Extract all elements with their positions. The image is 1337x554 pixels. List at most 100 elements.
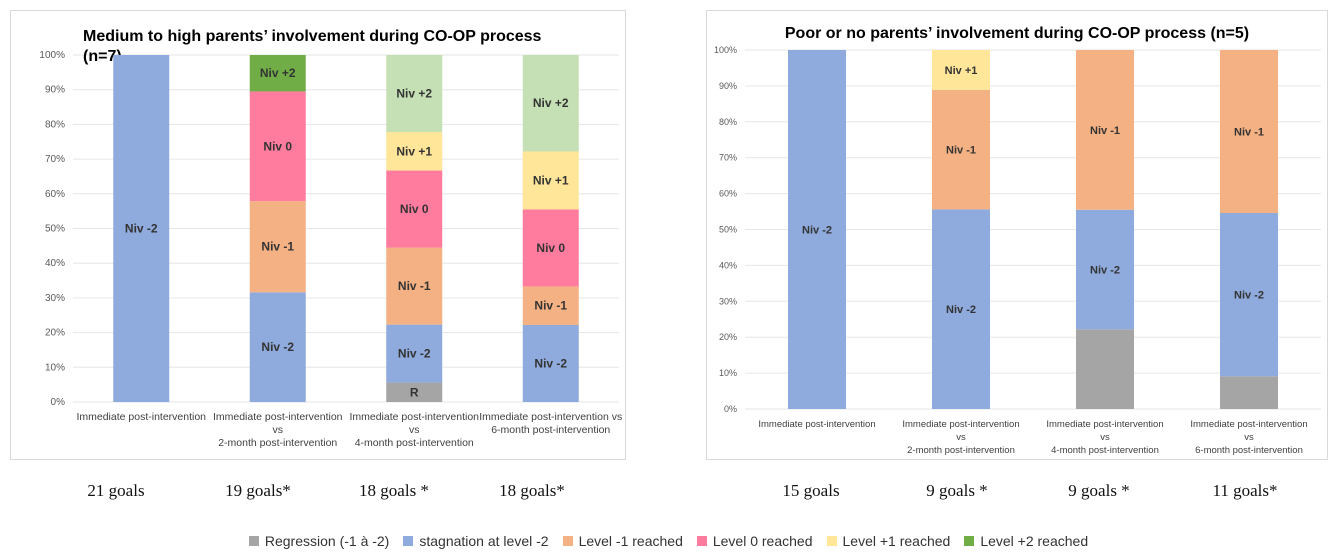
bar-data-label: Niv -2 bbox=[398, 347, 431, 361]
legend-swatch bbox=[826, 536, 837, 546]
legend-item-stagnation: stagnation at level -2 bbox=[403, 533, 549, 549]
bar-segment-level_p1 bbox=[522, 151, 579, 210]
x-tick-label: Immediate post-intervention bbox=[902, 419, 1019, 430]
legend-label: Level +1 reached bbox=[842, 533, 951, 549]
legend-swatch bbox=[403, 536, 414, 546]
chart-panel-medium-high-involvement: 0% 10% 20% 30% 40% 50% 60% 70% 80% 90% 100% Medium … bbox=[10, 10, 626, 460]
y-tick-label: 20% bbox=[45, 328, 65, 339]
legend-swatch bbox=[248, 536, 259, 546]
chart-title: Medium to high parents’ involvement duri… bbox=[83, 28, 542, 45]
x-tick-label: Immediate post-intervention bbox=[349, 411, 479, 423]
bar-segment-stagnation bbox=[788, 50, 846, 409]
goals-count: 19 goals* bbox=[225, 481, 291, 500]
x-tick-label: Immediate post-intervention bbox=[1046, 419, 1163, 430]
x-tick-label: vs bbox=[956, 432, 966, 443]
bar-data-label: Niv -2 bbox=[946, 304, 976, 316]
x-tick-label: 4-month post-intervention bbox=[1051, 445, 1159, 456]
goals-count: 11 goals* bbox=[1212, 481, 1278, 500]
y-tick-label: 70% bbox=[45, 154, 65, 165]
y-tick-label: 30% bbox=[719, 296, 737, 306]
chart-svg-left: 0% 10% 20% 30% 40% 50% 60% 70% 80% 90% 100% Medium … bbox=[39, 28, 622, 449]
y-tick-label: 0% bbox=[51, 397, 66, 408]
bar-segment-level_0 bbox=[386, 170, 443, 248]
bar-data-label: Niv 0 bbox=[536, 241, 565, 255]
bar-data-label: Niv +1 bbox=[945, 65, 978, 77]
x-tick-label: Immediate post-intervention bbox=[758, 419, 875, 430]
legend-item-level_p1: Level +1 reached bbox=[826, 533, 951, 549]
bar-segment-regression bbox=[1076, 329, 1134, 409]
bar-segment-stagnation bbox=[113, 55, 170, 402]
bar-segment-level_m1 bbox=[1220, 50, 1278, 213]
legend-label: Regression (-1 à -2) bbox=[264, 533, 390, 549]
y-tick-label: 100% bbox=[714, 45, 737, 55]
goals-count: 18 goals* bbox=[499, 481, 565, 500]
bar-data-label: Niv +2 bbox=[396, 87, 432, 101]
bar-data-label: Niv -1 bbox=[1234, 126, 1264, 138]
bar-data-label: Niv -1 bbox=[534, 299, 567, 313]
x-tick-label: 2-month post-intervention bbox=[218, 437, 337, 449]
bar-data-label: Niv +1 bbox=[396, 144, 432, 158]
y-tick-label: 40% bbox=[45, 258, 65, 269]
x-tick-label: vs bbox=[409, 424, 420, 436]
bar-segment-stagnation bbox=[386, 324, 443, 383]
bar-data-label: Niv -2 bbox=[1090, 265, 1120, 277]
goals-count: 9 goals * bbox=[926, 481, 988, 500]
bar-segment-level_m1 bbox=[1076, 50, 1134, 210]
y-tick-label: 50% bbox=[719, 225, 737, 235]
x-tick-label: 2-month post-intervention bbox=[907, 445, 1015, 456]
legend-item-regression: Regression (-1 à -2) bbox=[248, 533, 390, 549]
legend-label: Level +2 reached bbox=[980, 533, 1089, 549]
x-tick-label: Immediate post-intervention bbox=[213, 411, 343, 423]
y-tick-label: 80% bbox=[719, 117, 737, 127]
x-tick-label: vs bbox=[1244, 432, 1254, 443]
chart-svg-right: 0% 10% 20% 30% 40% 50% 60% 70% 80% 90% 100% Poor or… bbox=[714, 25, 1321, 456]
bar-data-label: Niv -2 bbox=[261, 340, 294, 354]
bar-data-label: Niv +1 bbox=[533, 173, 569, 187]
y-tick-label: 90% bbox=[45, 85, 65, 96]
bar-data-label: Niv -2 bbox=[1234, 290, 1264, 302]
legend-swatch bbox=[696, 536, 707, 546]
y-tick-label: 70% bbox=[719, 153, 737, 163]
bar-segment-level_m1 bbox=[522, 286, 579, 325]
bar-data-label: Niv -1 bbox=[398, 279, 431, 293]
y-tick-label: 80% bbox=[45, 119, 65, 130]
bar-segment-stagnation bbox=[1220, 212, 1278, 377]
bar-segment-level_m1 bbox=[249, 201, 306, 293]
legend-item-level_p2: Level +2 reached bbox=[964, 533, 1088, 549]
bar-data-label: Niv 0 bbox=[400, 202, 429, 216]
bar-segment-level_p1 bbox=[386, 132, 443, 171]
bar-data-label: Niv -1 bbox=[1090, 125, 1120, 137]
x-tick-label: Immediate post-intervention bbox=[76, 411, 206, 423]
bar-data-label: Niv +2 bbox=[260, 66, 296, 80]
chart-title: (n=7) bbox=[83, 48, 122, 65]
y-tick-label: 20% bbox=[719, 332, 737, 342]
bar-data-label: Niv -2 bbox=[125, 222, 158, 236]
bar-segment-level_m1 bbox=[386, 247, 443, 325]
x-tick-label: Immediate post-intervention vs bbox=[479, 411, 622, 423]
x-tick-label: Immediate post-intervention bbox=[1190, 419, 1307, 430]
bar-data-label: R bbox=[410, 385, 419, 399]
x-tick-label: 6-month post-intervention bbox=[491, 424, 610, 436]
bar-segment-stagnation bbox=[522, 324, 579, 402]
x-tick-label: vs bbox=[273, 424, 284, 436]
goals-count: 18 goals * bbox=[359, 481, 429, 500]
chart-title: Poor or no parents’ involvement during C… bbox=[785, 25, 1249, 42]
bar-segment-level_p2 bbox=[386, 55, 443, 133]
legend-item-level_m1: Level -1 reached bbox=[562, 533, 683, 549]
goals-count: 21 goals bbox=[87, 481, 145, 500]
y-tick-label: 50% bbox=[45, 224, 65, 235]
goals-count: 9 goals * bbox=[1068, 481, 1130, 500]
bar-segment-regression bbox=[1220, 376, 1278, 409]
legend-swatch bbox=[964, 536, 975, 546]
bar-segment-level_0 bbox=[522, 209, 579, 287]
bar-segment-level_0 bbox=[249, 91, 306, 202]
y-tick-label: 100% bbox=[39, 50, 65, 61]
legend-label: Level 0 reached bbox=[712, 533, 813, 549]
y-tick-label: 60% bbox=[719, 189, 737, 199]
bar-segment-stagnation bbox=[1076, 209, 1134, 330]
x-tick-label: 6-month post-intervention bbox=[1195, 445, 1303, 456]
y-tick-label: 40% bbox=[719, 260, 737, 270]
legend-swatch bbox=[562, 536, 573, 546]
bar-data-label: Niv -2 bbox=[802, 225, 832, 237]
bar-segment-level_p2 bbox=[249, 55, 306, 92]
